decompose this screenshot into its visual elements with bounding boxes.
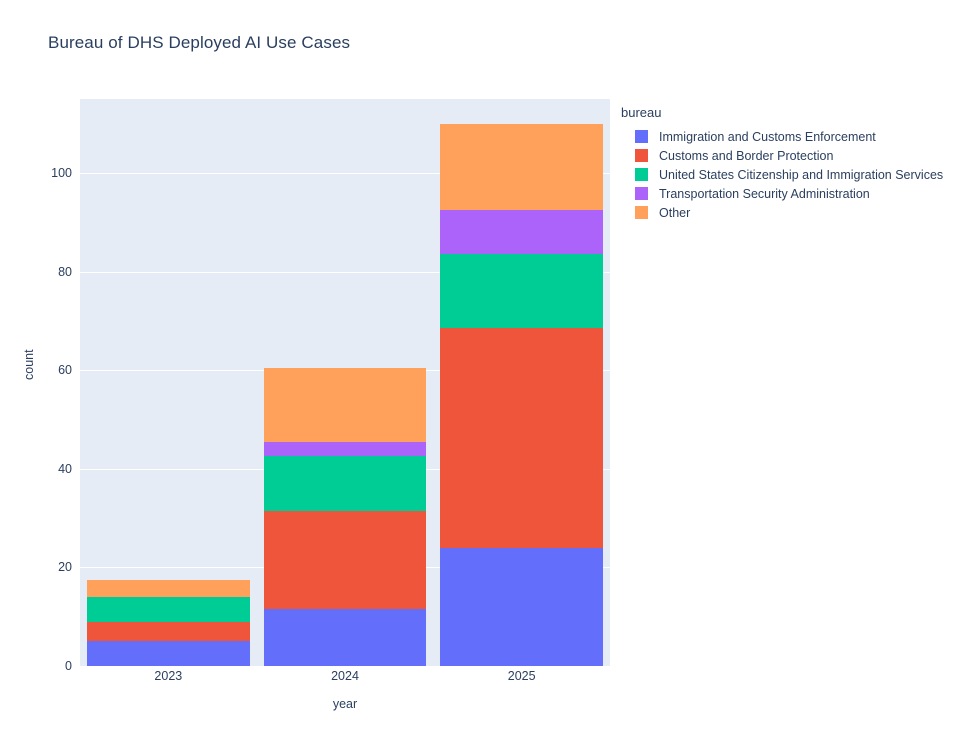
legend-item-label: Customs and Border Protection: [659, 148, 834, 163]
bar-segment[interactable]: [263, 510, 427, 610]
y-axis-tick-label: 80: [58, 264, 72, 279]
legend-swatch-icon: [635, 168, 648, 181]
bar-group-2023[interactable]: [87, 99, 250, 666]
bar-segment[interactable]: [263, 609, 427, 666]
legend-item[interactable]: Transportation Security Administration: [621, 184, 951, 203]
bar-segment[interactable]: [87, 596, 250, 622]
y-axis-tick-label: 20: [58, 560, 72, 575]
gridline: [80, 172, 610, 174]
x-axis-tick-label: 2025: [507, 669, 536, 683]
bar-segment[interactable]: [263, 441, 427, 457]
bar-segment[interactable]: [263, 367, 427, 442]
y-axis-tick-label: 40: [58, 461, 72, 476]
x-axis-title: year: [332, 697, 358, 711]
legend-items: Immigration and Customs Enforcement Custo…: [621, 127, 951, 222]
y-axis-title: count: [22, 349, 36, 380]
x-axis: 2023 2024 2025: [80, 666, 610, 696]
legend-item[interactable]: Other: [621, 203, 951, 222]
bar-group-2024[interactable]: [263, 99, 427, 666]
bar-segment[interactable]: [440, 328, 603, 548]
bar-segment[interactable]: [87, 621, 250, 642]
plot-area: [80, 99, 610, 666]
x-axis-tick-label: 2023: [154, 669, 183, 683]
legend-item-label: Transportation Security Administration: [659, 186, 870, 201]
legend-item-label: United States Citizenship and Immigratio…: [659, 167, 944, 182]
bar-series-layer: [80, 99, 610, 666]
page-title: Bureau of DHS Deployed AI Use Cases: [48, 33, 351, 52]
legend: bureau Immigration and Customs Enforceme…: [621, 105, 951, 222]
y-axis: 0 20 40 60 80 100: [0, 99, 80, 673]
x-axis-tick-label: 2024: [331, 669, 359, 683]
bar-group-2025[interactable]: [440, 99, 603, 666]
bar-segment[interactable]: [87, 641, 250, 666]
bar-segment[interactable]: [87, 579, 250, 597]
legend-item[interactable]: Immigration and Customs Enforcement: [621, 127, 951, 146]
legend-swatch-icon: [635, 187, 648, 200]
bar-segment[interactable]: [440, 209, 603, 255]
bar-segment[interactable]: [263, 456, 427, 511]
y-axis-tick-label: 60: [58, 363, 72, 378]
legend-item-label: Immigration and Customs Enforcement: [659, 129, 876, 144]
legend-swatch-icon: [635, 149, 648, 162]
legend-swatch-icon: [635, 130, 648, 143]
legend-item[interactable]: Customs and Border Protection: [621, 146, 951, 165]
bar-segment[interactable]: [440, 547, 603, 666]
legend-item-label: Other: [659, 205, 691, 220]
legend-swatch-icon: [635, 206, 648, 219]
gridline: [80, 271, 610, 273]
bar-segment[interactable]: [440, 254, 603, 329]
y-axis-tick-label: 100: [51, 165, 72, 180]
legend-item[interactable]: United States Citizenship and Immigratio…: [621, 165, 951, 184]
y-axis-tick-label: 0: [65, 659, 72, 673]
bar-segment[interactable]: [440, 123, 603, 210]
legend-title: bureau: [621, 105, 662, 120]
